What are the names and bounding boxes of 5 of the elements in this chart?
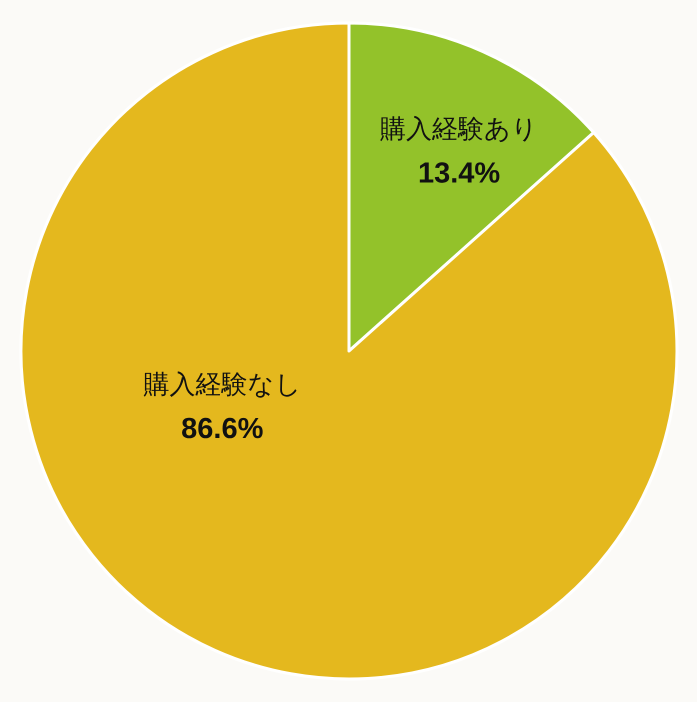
slice-label: 購入経験あり (380, 114, 538, 145)
pie-slice (20, 22, 678, 680)
data-label: 86.6% (181, 412, 264, 445)
data-label: 13.4% (418, 158, 500, 190)
slice-label: 購入経験なし (143, 370, 302, 400)
